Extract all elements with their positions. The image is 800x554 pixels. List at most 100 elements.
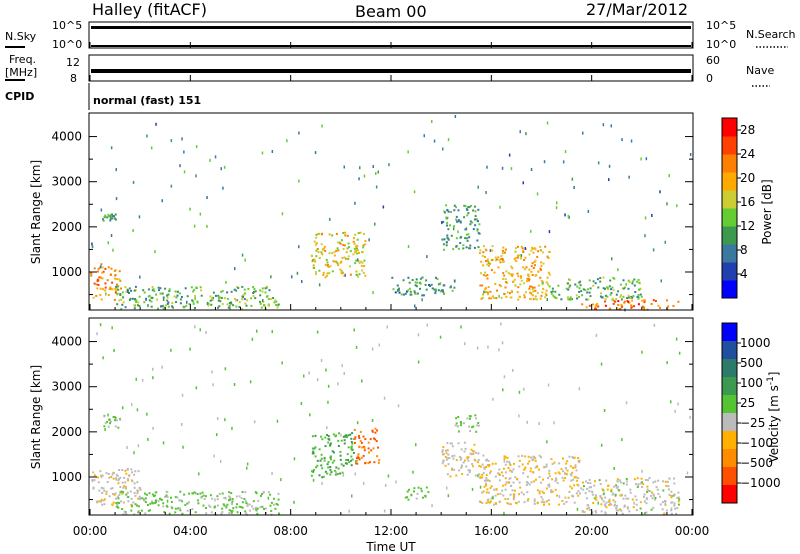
velocity-echo-cell — [604, 504, 607, 507]
power-noise-cell — [571, 177, 574, 181]
power-echo-cell — [101, 277, 104, 280]
velocity-echo-cell — [138, 498, 141, 501]
velocity-noise-cell — [253, 420, 256, 424]
power-echo-cell — [486, 260, 488, 262]
velocity-echo-cell — [676, 507, 679, 509]
velocity-echo-cell — [625, 483, 628, 486]
power-echo-cell — [453, 286, 456, 289]
power-echo-cell — [364, 240, 367, 242]
velocity-echo-cell — [573, 456, 576, 459]
power-echo-cell — [349, 250, 352, 253]
velocity-echo-cell — [588, 506, 590, 509]
velocity-echo-cell — [457, 430, 460, 433]
velocity-echo-cell — [344, 462, 347, 465]
velocity-echo-cell — [368, 461, 371, 464]
velocity-echo-cell — [608, 500, 611, 503]
power-echo-cell — [347, 242, 350, 245]
power-echo-cell — [326, 264, 329, 266]
velocity-echo-cell — [406, 496, 409, 499]
power-noise-cell — [486, 165, 488, 169]
velocity-echo-cell — [569, 473, 572, 476]
velocity-colorbar-swatch — [722, 377, 737, 396]
power-echo-cell — [336, 247, 339, 250]
velocity-echo-cell — [656, 488, 659, 491]
power-noise-cell — [611, 257, 613, 261]
power-echo-cell — [501, 259, 504, 262]
velocity-echo-cell — [209, 505, 212, 508]
power-echo-cell — [162, 308, 165, 311]
velocity-echo-cell — [487, 459, 490, 462]
power-echo-cell — [118, 278, 121, 281]
velocity-noise-cell — [326, 426, 328, 430]
velocity-echo-cell — [463, 450, 466, 453]
velocity-echo-cell — [538, 454, 541, 457]
velocity-echo-cell — [255, 508, 258, 511]
power-echo-cell — [455, 206, 458, 209]
velocity-echo-cell — [104, 422, 107, 425]
power-echo-cell — [495, 297, 498, 299]
velocity-echo-cell — [127, 479, 129, 482]
velocity-colorbar-tick-label: 25 — [740, 396, 755, 410]
velocity-echo-cell — [483, 466, 486, 469]
velocity-echo-cell — [455, 459, 458, 462]
velocity-echo-cell — [334, 473, 337, 476]
power-echo-cell — [453, 204, 456, 207]
power-echo-cell — [514, 284, 517, 287]
velocity-echo-cell — [562, 479, 565, 482]
velocity-echo-cell — [106, 481, 109, 483]
power-noise-cell — [314, 151, 317, 155]
power-noise-cell — [377, 170, 379, 174]
power-echo-cell — [150, 296, 153, 299]
power-echo-cell — [355, 270, 358, 273]
velocity-echo-cell — [467, 469, 470, 472]
velocity-noise-cell — [476, 346, 479, 350]
power-echo-cell — [356, 249, 359, 252]
velocity-noise-cell — [340, 433, 342, 437]
velocity-noise-cell — [383, 509, 386, 513]
velocity-echo-cell — [451, 467, 453, 470]
power-echo-cell — [446, 236, 449, 239]
power-echo-cell — [551, 290, 554, 293]
velocity-echo-cell — [351, 448, 354, 451]
velocity-echo-cell — [251, 505, 254, 508]
velocity-echo-cell — [148, 492, 151, 495]
velocity-echo-cell — [111, 487, 114, 490]
velocity-echo-cell — [277, 498, 280, 501]
power-echo-cell — [442, 220, 445, 223]
velocity-echo-cell — [670, 495, 673, 497]
velocity-echo-cell — [331, 461, 334, 464]
power-echo-cell — [110, 267, 113, 270]
power-noise-cell — [524, 247, 526, 250]
velocity-echo-cell — [442, 453, 445, 456]
power-noise-cell — [291, 275, 293, 279]
power-echo-cell — [500, 255, 503, 257]
power-echo-cell — [597, 286, 600, 289]
power-noise-cell — [433, 139, 436, 143]
power-echo-cell — [356, 247, 358, 250]
velocity-echo-cell — [256, 512, 259, 515]
velocity-echo-cell — [641, 486, 644, 488]
power-echo-cell — [487, 264, 490, 267]
velocity-noise-cell — [216, 433, 218, 437]
velocity-echo-cell — [588, 508, 591, 511]
velocity-echo-cell — [181, 500, 183, 503]
power-echo-cell — [472, 209, 475, 212]
velocity-echo-cell — [609, 502, 612, 505]
power-echo-cell — [409, 290, 412, 293]
power-echo-cell — [463, 216, 466, 219]
velocity-echo-cell — [646, 485, 649, 488]
velocity-colorbar-swatch — [722, 323, 737, 342]
power-echo-cell — [486, 274, 489, 277]
power-echo-cell — [331, 252, 334, 255]
velocity-echo-cell — [485, 482, 487, 485]
power-echo-cell — [540, 269, 542, 271]
power-echo-cell — [610, 292, 613, 294]
velocity-noise-cell — [211, 370, 213, 374]
power-echo-cell — [490, 297, 493, 300]
velocity-echo-cell — [243, 498, 246, 500]
power-echo-cell — [512, 280, 514, 283]
velocity-echo-cell — [107, 473, 110, 475]
velocity-echo-cell — [615, 509, 618, 512]
power-echo-cell — [158, 289, 160, 292]
power-noise-cell — [209, 158, 211, 162]
